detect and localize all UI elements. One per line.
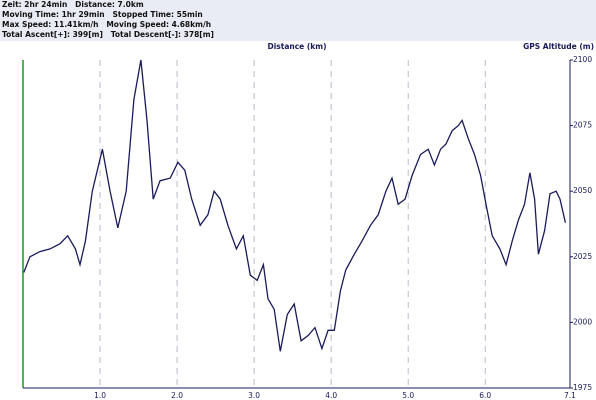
x-axis-label: Distance (km) xyxy=(267,42,326,51)
x-tick-label: 1.0 xyxy=(94,391,106,400)
stat-line: Moving Time: 1hr 29min Stopped Time: 55m… xyxy=(2,10,203,19)
y-tick-label: 1975 xyxy=(573,383,592,392)
x-tick-label: 6.0 xyxy=(479,391,491,400)
stat-line: Max Speed: 11.41km/h Moving Speed: 4.68k… xyxy=(2,20,212,29)
x-tick-label: 5.0 xyxy=(402,391,414,400)
y-tick-label: 2050 xyxy=(573,186,592,195)
y-tick-label: 2025 xyxy=(573,252,592,261)
altitude-line xyxy=(23,59,567,352)
x-tick-label: 2.0 xyxy=(171,391,183,400)
stat-line: Zeit: 2hr 24min Distance: 7.0km xyxy=(2,0,144,9)
stat-line: Total Ascent[+]: 399[m] Total Descent[-]… xyxy=(2,30,214,39)
y-tick-label: 2100 xyxy=(573,55,592,64)
chart: Distance (km) GPS Altitude (m) 1.0 2.0 3.0… xyxy=(22,42,594,400)
x-tick-label: 7.1 xyxy=(564,391,576,400)
y-axis-label: GPS Altitude (m) xyxy=(523,42,594,51)
y-tick-label: 2075 xyxy=(573,121,592,130)
x-tick-label: 4.0 xyxy=(325,391,337,400)
stats-header: Zeit: 2hr 24min Distance: 7.0km Moving Ti… xyxy=(0,0,596,41)
x-tick-label: 3.0 xyxy=(248,391,260,400)
y-tick-label: 2000 xyxy=(573,317,592,326)
